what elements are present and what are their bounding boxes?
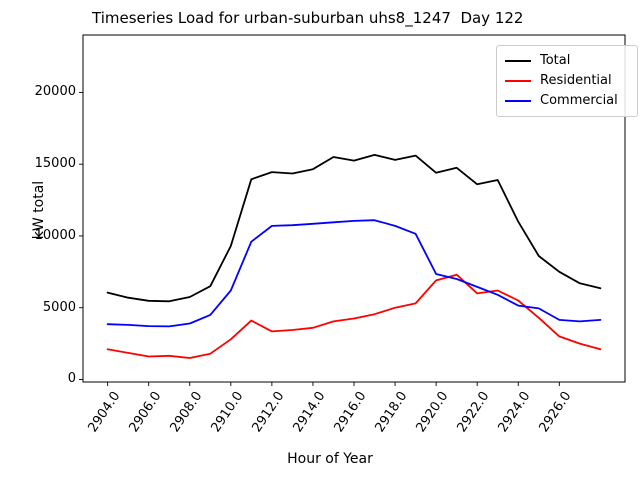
commercial-line bbox=[106, 219, 602, 328]
y-tick-label: 5000 bbox=[42, 299, 76, 315]
residential-line bbox=[106, 273, 602, 359]
total-line bbox=[106, 153, 602, 303]
legend-item-residential: Residential bbox=[505, 71, 629, 91]
total-line-swatch bbox=[505, 60, 531, 62]
y-tick-label: 0 bbox=[67, 371, 76, 387]
legend: Total Residential Commercial bbox=[496, 45, 638, 117]
y-tick-label: 15000 bbox=[34, 156, 76, 172]
legend-label-residential: Residential bbox=[540, 73, 612, 88]
legend-item-commercial: Commercial bbox=[505, 91, 629, 111]
legend-label-total: Total bbox=[540, 53, 571, 68]
x-axis-label: Hour of Year bbox=[287, 451, 373, 467]
legend-item-total: Total bbox=[505, 51, 629, 71]
y-tick-label: 10000 bbox=[34, 227, 76, 243]
commercial-line-swatch bbox=[505, 100, 531, 102]
chart-title: Timeseries Load for urban-suburban uhs8_… bbox=[92, 9, 524, 27]
legend-label-commercial: Commercial bbox=[540, 93, 618, 108]
y-tick-label: 20000 bbox=[34, 84, 76, 100]
residential-line-swatch bbox=[505, 80, 531, 82]
